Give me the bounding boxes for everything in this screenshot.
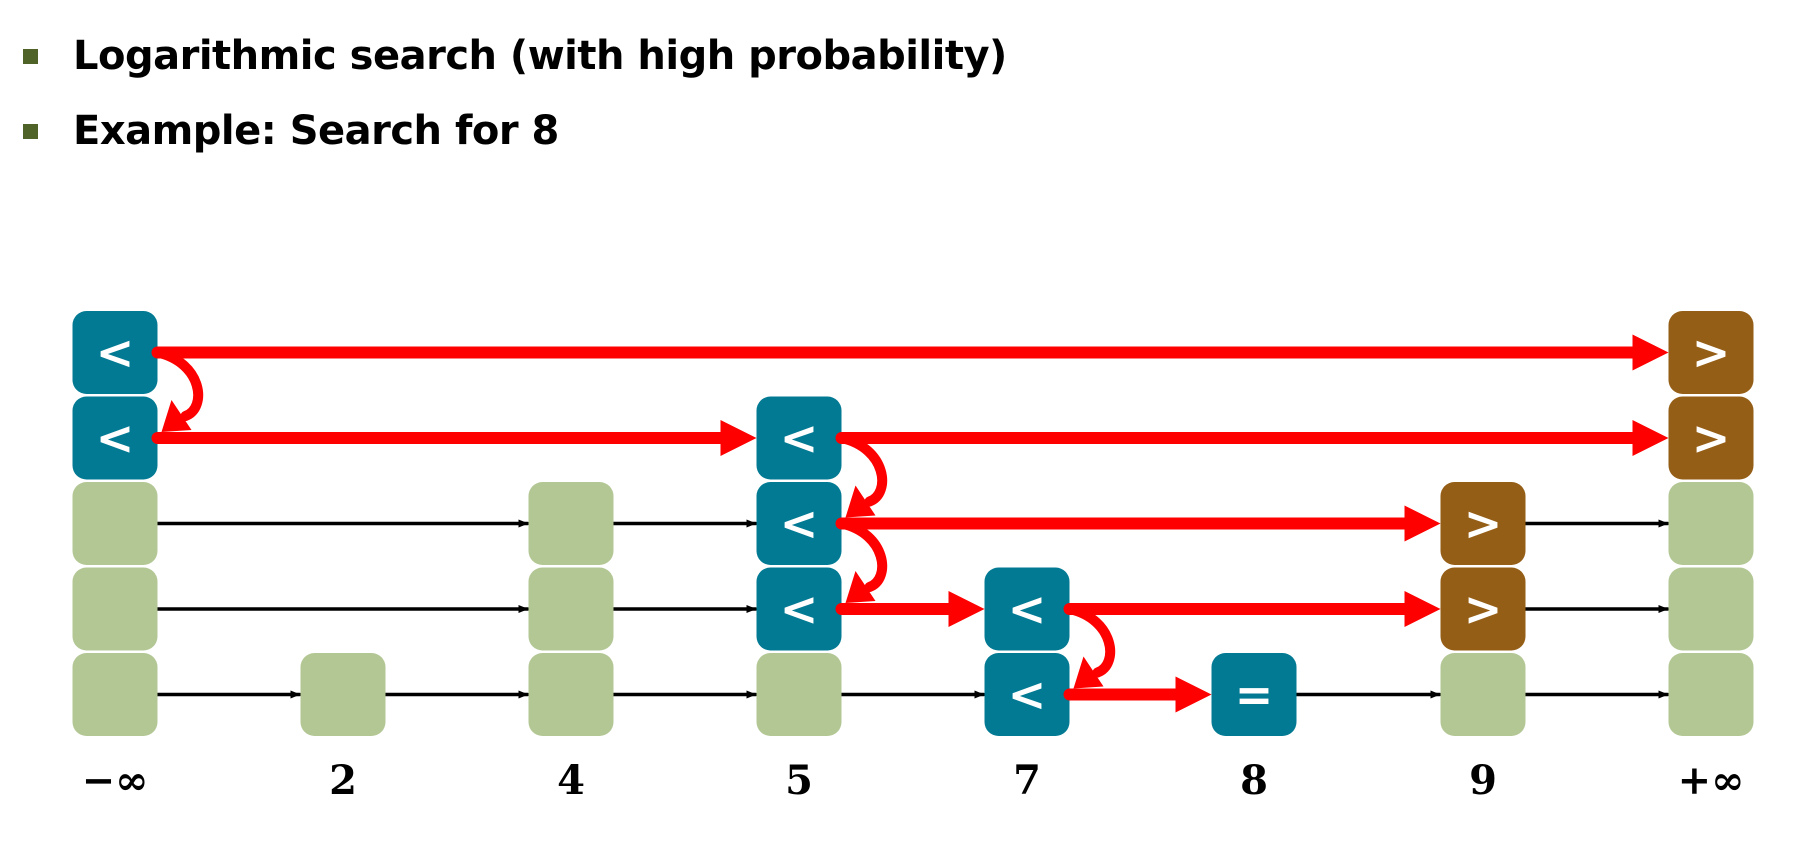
search-path-curve xyxy=(836,518,888,592)
column-key-label: 5 xyxy=(785,757,813,804)
search-path-curve xyxy=(152,347,204,421)
skip-list-node xyxy=(1668,482,1754,565)
column-key-label: +∞ xyxy=(1678,757,1745,804)
search-path-arrowhead xyxy=(161,400,192,432)
skip-list-node xyxy=(1440,482,1526,565)
column-key-label: 9 xyxy=(1469,757,1497,804)
skip-list-node xyxy=(984,653,1070,736)
comparison-symbol: = xyxy=(1235,668,1274,722)
column-key-label: 7 xyxy=(1013,757,1041,804)
comparison-symbol: < xyxy=(1008,582,1047,636)
comparison-symbol: > xyxy=(1692,326,1731,380)
bullet-item-2: Example: Search for 8 xyxy=(23,108,559,154)
skip-list-node xyxy=(72,396,158,480)
column-key-label: 2 xyxy=(329,757,357,804)
bullet-item-1: Logarithmic search (with high probabilit… xyxy=(23,33,1007,79)
skip-list-node xyxy=(1211,653,1297,736)
search-path-arrowhead xyxy=(948,591,985,627)
skip-list-node xyxy=(528,482,614,565)
skip-list-node xyxy=(1440,567,1526,651)
skip-list-node xyxy=(1440,653,1526,736)
search-path-curve xyxy=(836,433,888,507)
search-path-arrowhead xyxy=(1632,334,1669,371)
comparison-symbol: < xyxy=(96,326,135,380)
comparison-symbol: < xyxy=(780,582,819,636)
comparison-symbol: > xyxy=(1692,411,1731,465)
bullet-text: Example: Search for 8 xyxy=(73,108,559,154)
comparison-symbol: < xyxy=(780,497,819,551)
skip-list-node xyxy=(984,567,1070,651)
bullet-square-icon xyxy=(23,123,38,139)
skip-list-node xyxy=(72,482,158,565)
search-path-arrowhead xyxy=(845,485,876,518)
column-key-label: 4 xyxy=(557,757,585,804)
skip-list-node xyxy=(528,567,614,651)
search-path-arrowhead xyxy=(845,571,876,603)
skip-list-node xyxy=(1668,396,1754,480)
skip-list-node xyxy=(756,653,842,736)
skip-list-node xyxy=(1668,567,1754,651)
skip-list-node xyxy=(756,567,842,651)
skip-list-node xyxy=(72,653,158,736)
comparison-symbol: > xyxy=(1464,582,1503,636)
skip-list-node xyxy=(528,653,614,736)
search-path-arrowhead xyxy=(1073,656,1104,689)
search-path-curve xyxy=(1064,604,1116,678)
search-path-arrowhead xyxy=(720,420,757,456)
skip-list-node xyxy=(72,311,158,394)
skip-list-node xyxy=(1668,653,1754,736)
comparison-symbol: < xyxy=(96,411,135,465)
skip-list-node xyxy=(72,567,158,651)
skip-list-node xyxy=(756,482,842,565)
skip-list-node xyxy=(756,396,842,480)
search-path-arrowhead xyxy=(1632,420,1669,456)
bullet-text: Logarithmic search (with high probabilit… xyxy=(73,33,1007,79)
search-path-arrowhead xyxy=(1404,505,1441,542)
skip-list-node xyxy=(1668,311,1754,394)
comparison-symbol: > xyxy=(1464,497,1503,551)
column-key-label: 8 xyxy=(1240,757,1268,804)
comparison-symbol: < xyxy=(1008,668,1047,722)
comparison-symbol: < xyxy=(780,411,819,465)
column-key-label: −∞ xyxy=(82,757,149,804)
skip-list-node xyxy=(300,653,386,736)
search-path-arrowhead xyxy=(1404,591,1441,627)
search-path-arrowhead xyxy=(1175,676,1212,713)
bullet-square-icon xyxy=(23,48,38,64)
